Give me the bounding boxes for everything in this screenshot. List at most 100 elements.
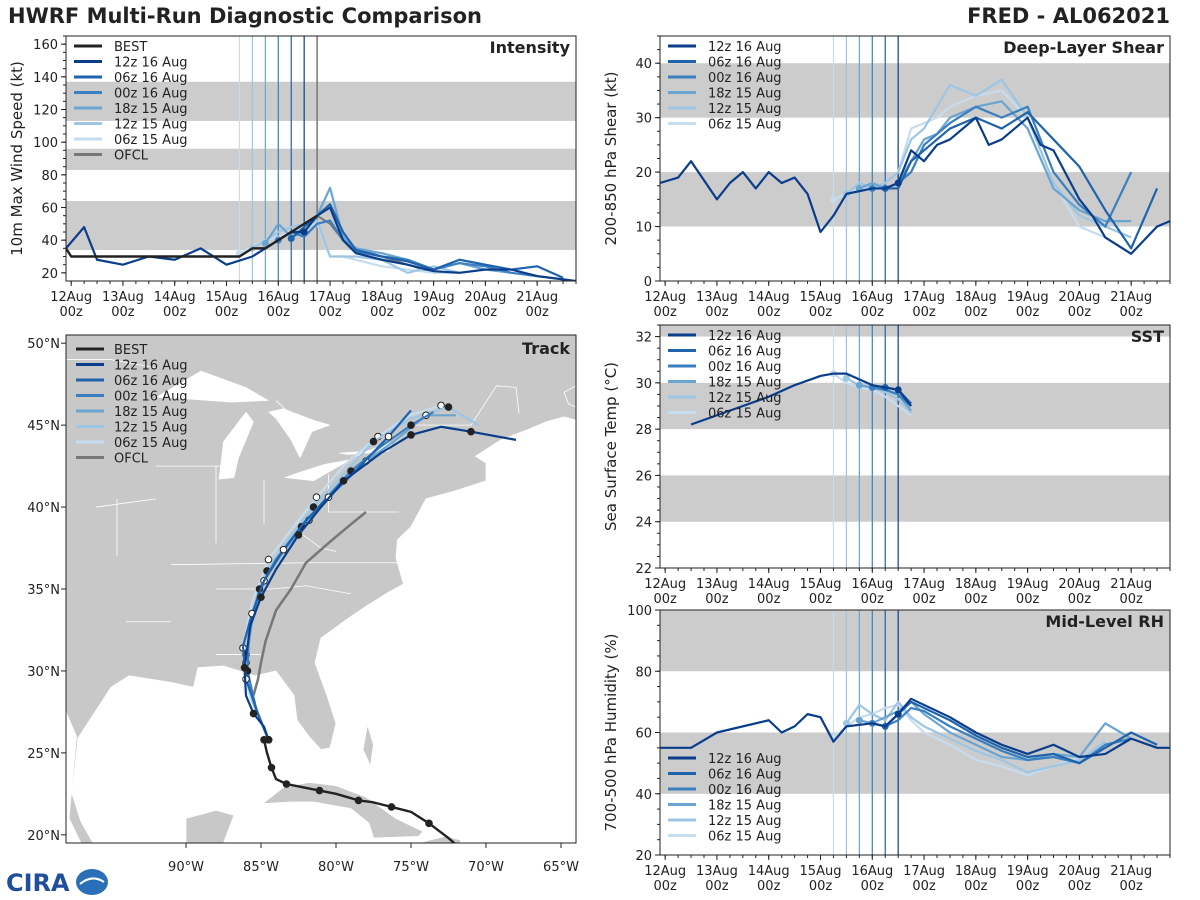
cira-logo: CIRA (6, 869, 108, 897)
shear-xtick-day: 19Aug (1007, 290, 1049, 305)
sst-ylabel: Sea Surface Temp (°C) (602, 362, 620, 531)
track-best-line-point (282, 780, 291, 788)
rh-xtick-hour: 00z (964, 879, 988, 894)
intensity-legend-label: 06z 16 Aug (114, 71, 188, 86)
shear-init-point (894, 179, 902, 187)
rh-title: Mid-Level RH (1045, 612, 1164, 631)
track-ytick-label: 25°N (27, 747, 60, 762)
track-plot-area (66, 335, 576, 855)
shear-title: Deep-Layer Shear (1003, 38, 1164, 57)
sst-xtick-hour: 00z (1016, 592, 1040, 607)
track-xtick-label: 75°W (393, 860, 429, 875)
sst-legend-label: 12z 16 Aug (708, 329, 782, 344)
track-lake (155, 370, 270, 403)
sst-legend-label: 18z 15 Aug (708, 376, 782, 391)
intensity-ytick-label: 120 (33, 104, 58, 119)
intensity-init-point (287, 235, 295, 243)
track-legend-label: OFCL (114, 452, 149, 467)
sst-xtick-day: 14Aug (748, 577, 790, 592)
intensity-xtick-day: 16Aug (257, 290, 299, 305)
track-xtick-label: 80°W (318, 860, 354, 875)
intensity-legend-label: 18z 15 Aug (114, 102, 188, 117)
sst-xtick-day: 15Aug (800, 577, 842, 592)
intensity-ytick-label: 140 (33, 71, 58, 86)
track-legend-label: 12z 15 Aug (114, 421, 188, 436)
intensity-ytick-label: 80 (41, 169, 58, 184)
sst-xtick-hour: 00z (1119, 592, 1143, 607)
sst-xtick-day: 12Aug (644, 577, 686, 592)
rh-legend-label: 18z 15 Aug (708, 799, 782, 814)
track-ofcl-line (252, 511, 367, 696)
intensity-xtick-day: 17Aug (309, 290, 351, 305)
shear-xtick-day: 16Aug (851, 290, 893, 305)
shear-legend-label: 06z 16 Aug (708, 56, 782, 71)
rh-xtick-hour: 00z (705, 879, 729, 894)
intensity-ytick-label: 40 (41, 234, 58, 249)
rh-band (660, 610, 1170, 672)
sst-legend-label: 06z 16 Aug (708, 345, 782, 360)
track-ytick-label: 30°N (27, 665, 60, 680)
shear-ytick-label: 20 (635, 166, 652, 181)
sst-band (660, 475, 1170, 522)
cira-logo-emblem-icon (76, 869, 108, 895)
rh-xtick-day: 16Aug (851, 864, 893, 879)
rh-xtick-day: 21Aug (1110, 864, 1152, 879)
rh-legend-label: 00z 16 Aug (708, 783, 782, 798)
shear-legend-label: 18z 15 Aug (708, 87, 782, 102)
track-lake (218, 411, 254, 480)
shear-xtick-hour: 00z (809, 305, 833, 320)
intensity-xtick-hour: 00z (474, 305, 498, 320)
intensity-xtick-hour: 00z (525, 305, 549, 320)
intensity-plot-area (66, 36, 576, 281)
sst-xtick-hour: 00z (861, 592, 885, 607)
sst-xtick-hour: 00z (757, 592, 781, 607)
track-best-line-point (267, 763, 276, 772)
track-border (66, 359, 157, 369)
track-run-line-point (369, 437, 378, 446)
rh-series-line (845, 700, 1106, 774)
sst-xtick-hour: 00z (964, 592, 988, 607)
rh-xtick-day: 13Aug (696, 864, 738, 879)
rh-xtick-hour: 00z (1119, 879, 1143, 894)
intensity-ytick-label: 100 (33, 136, 58, 151)
intensity-xtick-day: 15Aug (206, 290, 248, 305)
track-xtick-label: 90°W (168, 860, 204, 875)
track-xtick-label: 70°W (468, 860, 504, 875)
track-run-line-point (339, 477, 348, 485)
sst-band (660, 325, 1170, 337)
intensity-xtick-day: 19Aug (413, 290, 455, 305)
shear-xtick-day: 21Aug (1110, 290, 1152, 305)
track-landmass (66, 335, 576, 843)
rh-ytick-label: 20 (635, 849, 652, 864)
intensity-band (66, 81, 576, 121)
sst-legend-label: 00z 16 Aug (708, 360, 782, 375)
intensity-legend-label: 12z 16 Aug (114, 56, 188, 71)
track-best-line-point (460, 848, 467, 855)
rh-xtick-day: 15Aug (800, 864, 842, 879)
track-run-line-point (467, 427, 475, 436)
track-landmass (261, 781, 424, 839)
track-run-line-point (384, 432, 393, 441)
track-run-line-point (257, 593, 265, 601)
sst-ytick-label: 32 (635, 331, 652, 346)
track-best-line-point (354, 796, 363, 805)
rh-xtick-hour: 00z (912, 879, 936, 894)
track-legend-label: BEST (114, 343, 147, 358)
sst-xtick-hour: 00z (653, 592, 677, 607)
sst-xtick-day: 20Aug (1058, 577, 1100, 592)
figure-title: HWRF Multi-Run Diagnostic Comparison (8, 4, 483, 28)
cira-logo-swoosh-icon (79, 877, 105, 885)
intensity-panel: 2040608010012014016012Aug00z13Aug00z14Au… (8, 35, 577, 320)
shear-ytick-label: 0 (644, 275, 652, 290)
sst-init-point (855, 381, 863, 389)
rh-legend-label: 12z 16 Aug (708, 752, 782, 767)
intensity-xtick-day: 14Aug (154, 290, 196, 305)
track-ytick-label: 35°N (27, 583, 60, 598)
track-border (171, 562, 398, 565)
shear-xtick-hour: 00z (1016, 305, 1040, 320)
intensity-xtick-day: 13Aug (102, 290, 144, 305)
shear-plot-area (660, 36, 1170, 281)
intensity-init-point (261, 239, 269, 247)
shear-ylabel: 200-850 hPa Shear (kt) (602, 72, 620, 246)
sst-ytick-label: 22 (635, 562, 652, 577)
